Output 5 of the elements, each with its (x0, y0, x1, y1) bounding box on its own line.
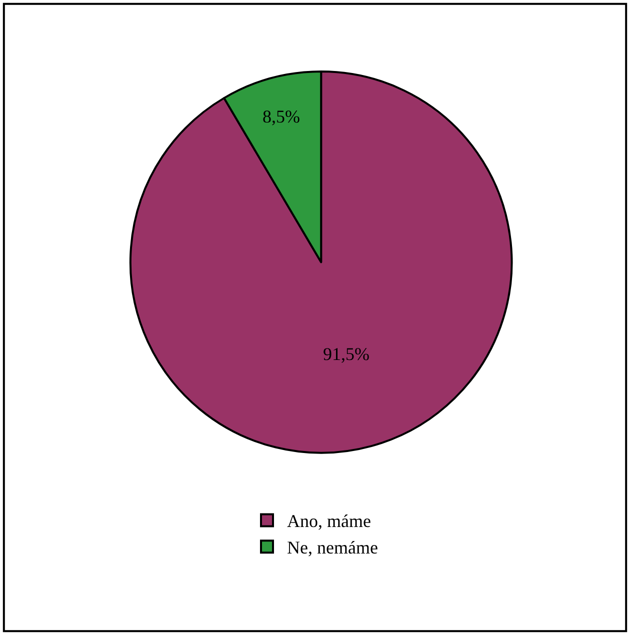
data-label: 8,5% (262, 106, 300, 127)
legend-label: Ne, nemáme (287, 538, 378, 558)
pie-slice (129, 70, 513, 454)
legend-label: Ano, máme (287, 511, 371, 532)
data-label: 91,5% (323, 344, 370, 364)
